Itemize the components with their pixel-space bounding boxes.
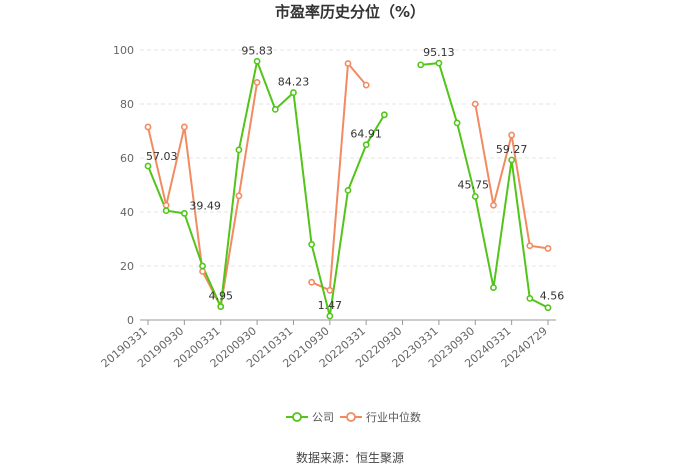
data-point bbox=[544, 304, 552, 312]
data-point bbox=[490, 284, 497, 291]
data-point bbox=[471, 193, 479, 200]
data-point bbox=[508, 156, 516, 164]
data-label: 59.27 bbox=[496, 143, 528, 156]
data-point bbox=[235, 146, 243, 154]
y-tick-label: 100 bbox=[113, 44, 134, 57]
data-label: 57.03 bbox=[146, 150, 178, 163]
series-points bbox=[144, 57, 552, 320]
data-label: 39.49 bbox=[189, 199, 221, 212]
data-point bbox=[308, 278, 316, 286]
data-labels: 57.03 39.49 4.95 95.83 84.23 1.47 64.91 95.13 45… bbox=[146, 44, 564, 312]
series-line bbox=[311, 62, 367, 292]
data-label: 45.75 bbox=[458, 178, 490, 191]
data-point bbox=[326, 312, 334, 320]
data-label: 4.95 bbox=[208, 290, 233, 303]
y-tick-label: 0 bbox=[127, 314, 134, 327]
y-tick-label: 80 bbox=[120, 98, 134, 111]
chart-title: 市盈率历史分位（%） bbox=[275, 3, 425, 21]
data-point bbox=[380, 111, 388, 119]
data-point bbox=[162, 207, 170, 215]
data-point bbox=[362, 141, 370, 149]
legend[interactable]: 公司 行业中位数 bbox=[286, 410, 421, 424]
y-tick-label: 20 bbox=[120, 260, 134, 273]
data-point bbox=[344, 186, 352, 194]
data-point bbox=[199, 267, 206, 275]
data-point bbox=[508, 131, 516, 139]
data-label: 1.47 bbox=[318, 299, 343, 312]
data-label: 95.13 bbox=[423, 46, 455, 59]
data-label: 95.83 bbox=[241, 44, 273, 57]
data-point bbox=[162, 201, 170, 209]
data-point bbox=[253, 79, 261, 86]
data-point bbox=[326, 286, 334, 294]
data-label: 64.91 bbox=[350, 128, 382, 141]
y-tick-label: 40 bbox=[120, 206, 134, 219]
data-point bbox=[490, 201, 497, 209]
data-point bbox=[271, 106, 279, 113]
data-source: 数据来源：恒生聚源 bbox=[296, 450, 404, 465]
legend-marker-icon bbox=[292, 412, 302, 422]
grid-lines bbox=[140, 49, 556, 267]
data-point bbox=[308, 240, 316, 248]
series-line bbox=[420, 62, 549, 309]
data-point bbox=[453, 119, 461, 127]
data-point bbox=[526, 242, 534, 250]
series-line bbox=[474, 103, 549, 250]
data-point bbox=[235, 192, 243, 200]
legend-label: 公司 bbox=[312, 411, 334, 424]
data-label: 84.23 bbox=[278, 76, 310, 89]
data-point bbox=[471, 100, 479, 108]
data-label: 4.56 bbox=[540, 290, 565, 303]
x-axis-ticks: 2019033120190930202003312020093020210331… bbox=[99, 320, 550, 370]
data-point bbox=[199, 262, 206, 270]
data-point bbox=[362, 81, 370, 89]
data-point bbox=[290, 89, 297, 96]
series-line bbox=[147, 60, 386, 317]
data-point bbox=[180, 209, 188, 217]
legend-item-company[interactable]: 公司 bbox=[286, 411, 334, 424]
data-point bbox=[253, 57, 261, 65]
data-point bbox=[144, 162, 152, 170]
legend-item-industry[interactable]: 行业中位数 bbox=[340, 410, 421, 424]
data-point bbox=[544, 245, 552, 252]
data-point bbox=[344, 60, 352, 67]
legend-marker-icon bbox=[346, 412, 356, 422]
data-point bbox=[435, 59, 443, 67]
data-point bbox=[526, 294, 534, 302]
data-point bbox=[144, 123, 152, 131]
data-point bbox=[417, 61, 425, 69]
data-point bbox=[217, 303, 225, 311]
legend-label: 行业中位数 bbox=[366, 410, 421, 424]
y-tick-label: 60 bbox=[120, 152, 134, 165]
data-point bbox=[180, 123, 188, 131]
y-axis-ticks: 0 20 40 60 80 100 bbox=[113, 44, 134, 327]
